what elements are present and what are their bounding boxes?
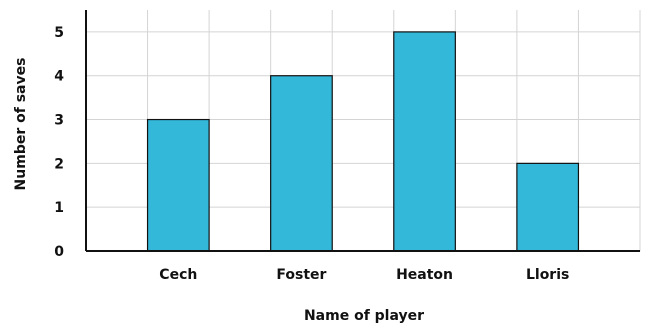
y-tick-label: 1 xyxy=(54,200,64,216)
x-tick-label: Heaton xyxy=(396,267,453,283)
bar-foster xyxy=(270,75,333,252)
y-axis-title: Number of saves xyxy=(13,58,29,191)
x-tick-label: Foster xyxy=(276,267,326,283)
y-tick-label: 2 xyxy=(54,156,64,172)
axes xyxy=(85,10,640,252)
y-tick-label: 0 xyxy=(54,244,64,260)
bar-lloris xyxy=(516,162,580,252)
y-tick-label: 5 xyxy=(54,25,64,41)
x-tick-label: Cech xyxy=(159,267,197,283)
bar-heaton xyxy=(393,31,456,252)
x-axis-title: Name of player xyxy=(304,308,424,324)
bars xyxy=(146,31,580,252)
y-tick-label: 4 xyxy=(54,69,64,85)
x-tick-label: Lloris xyxy=(526,267,569,283)
y-tick-label: 3 xyxy=(54,113,64,129)
bar-cech xyxy=(146,118,210,252)
tick-labels: 0 1 2 3 4 5 Cech Foster Heaton Lloris xyxy=(54,25,569,283)
